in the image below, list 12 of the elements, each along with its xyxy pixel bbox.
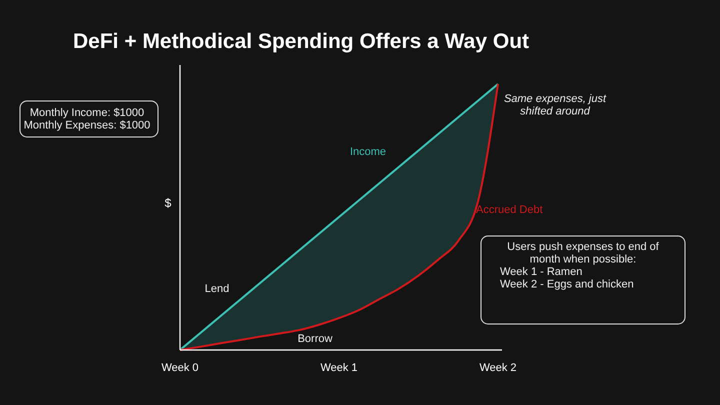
annotation: Lend [204,283,230,295]
x-tick-label: Week 1 [320,362,358,374]
annotation: Users push expenses to end of month when possible: Week 1 - Ramen Week 2 - Eggs and chicken [500,241,660,290]
text: Same expenses, just shifted around [504,93,607,118]
series-label: Accrued Debt [476,204,543,216]
x-tick-label: Week 2 [479,362,517,374]
text: Monthly Income: $1000 Monthly Expenses: $1000 [24,107,150,132]
x-tick-label: Week 0 [161,362,199,374]
series-label: Income [350,146,386,158]
annotation: Borrow [298,333,332,345]
chart-title: DeFi + Methodical Spending Offers a Way Out [73,30,530,53]
y-axis-title: $ [164,196,172,210]
